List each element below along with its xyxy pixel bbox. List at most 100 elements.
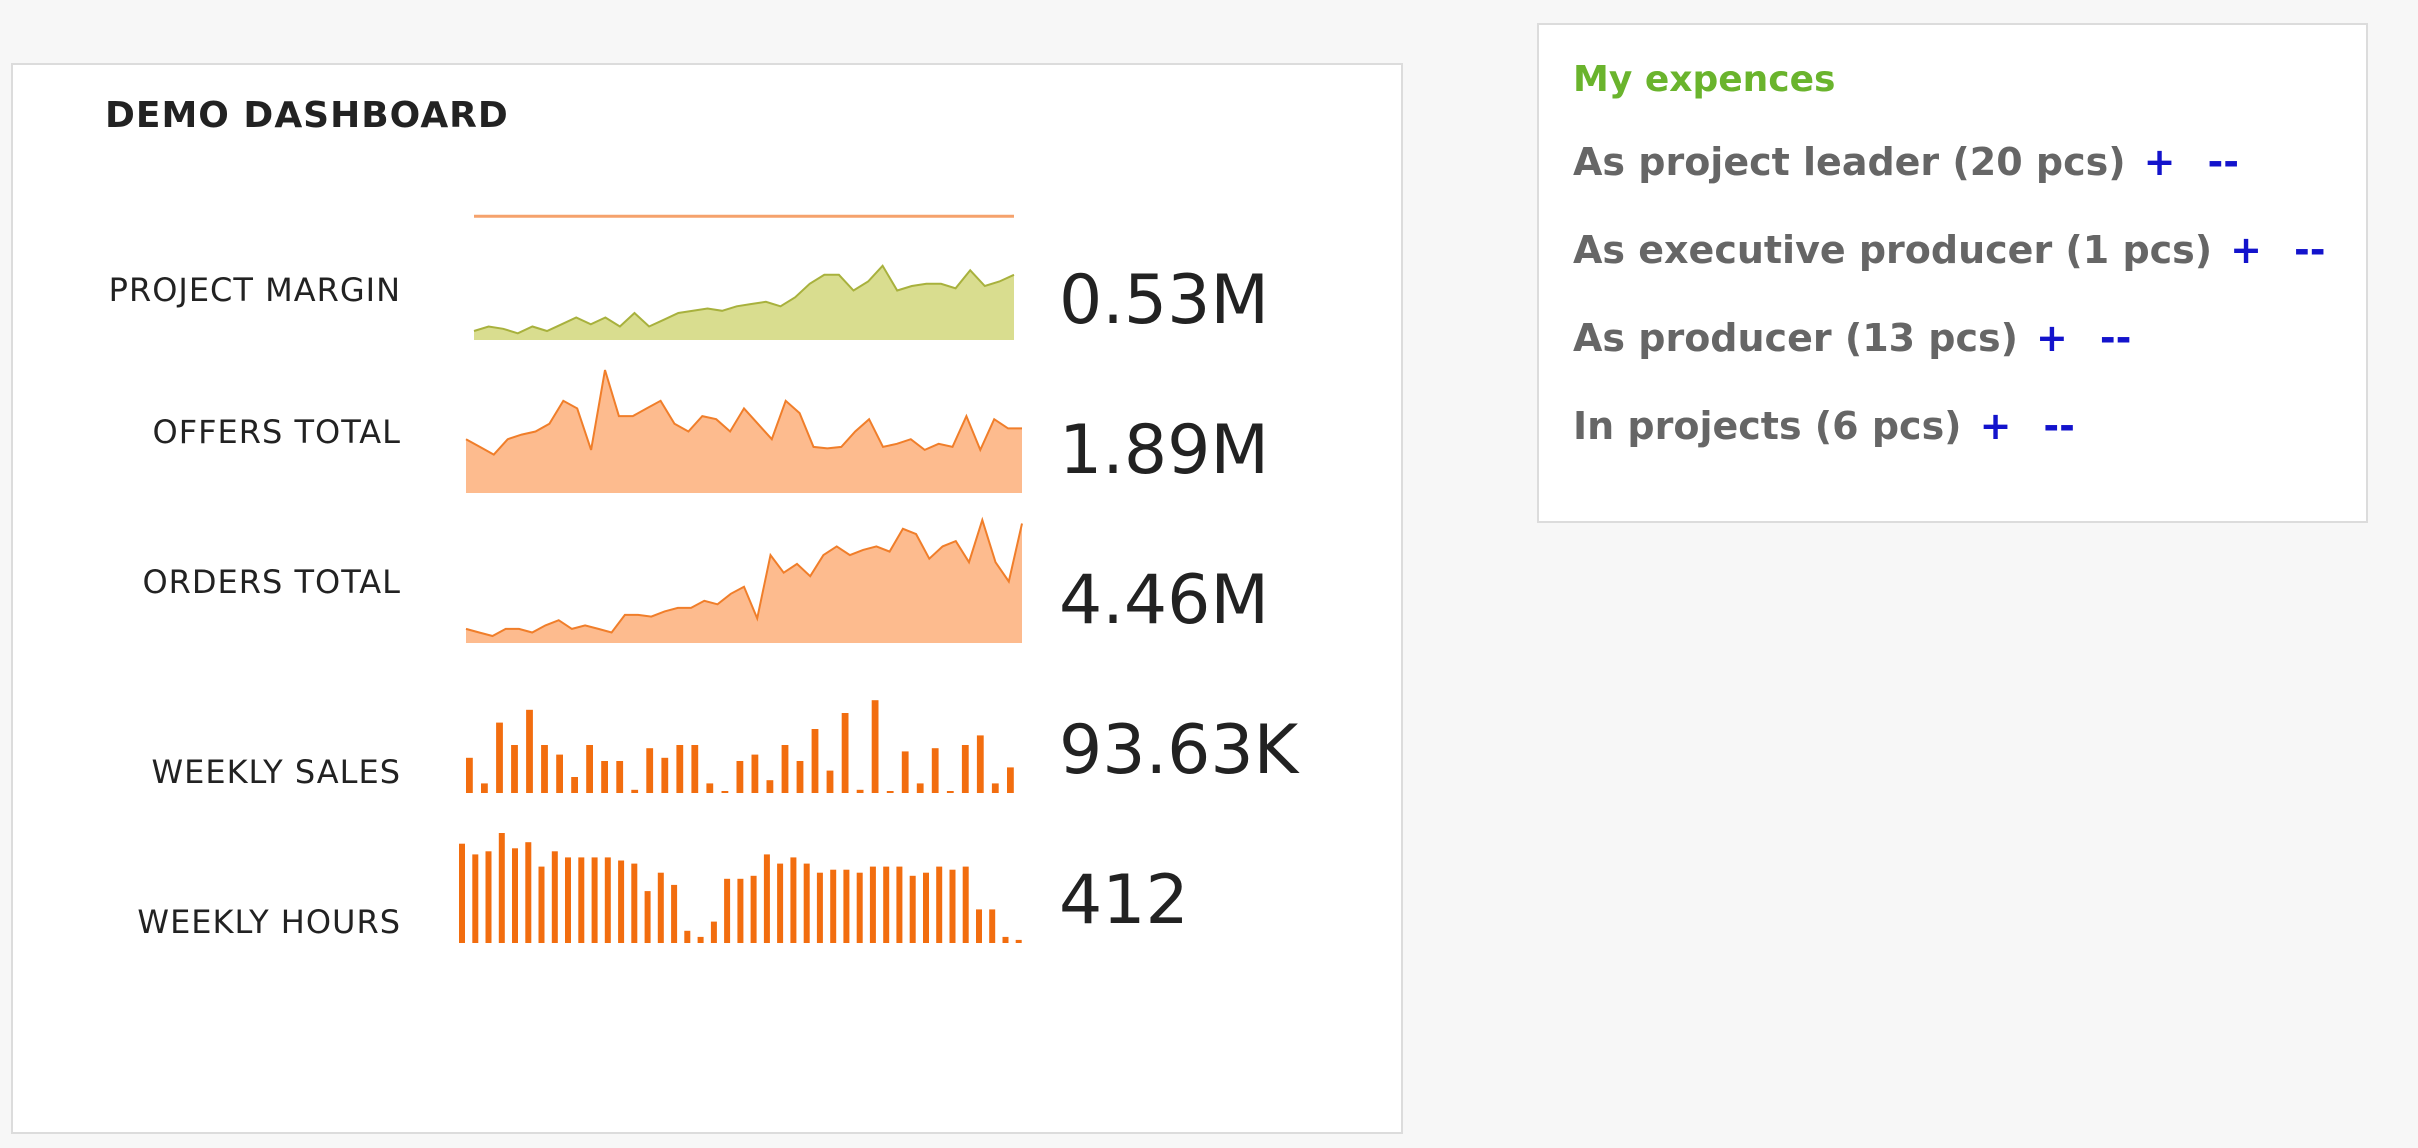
remove-button[interactable]: -- bbox=[2043, 404, 2075, 448]
dashboard-panel: DEMO DASHBOARD PROJECT MARGIN OFFERS TOT… bbox=[11, 63, 1403, 1134]
bar bbox=[936, 866, 943, 943]
add-button[interactable]: + bbox=[2230, 228, 2263, 272]
bar bbox=[631, 863, 638, 943]
sparkline-weekly-sales bbox=[466, 700, 1014, 793]
sparkline-orders-total bbox=[465, 516, 1023, 643]
bar bbox=[459, 843, 465, 943]
bar bbox=[604, 857, 611, 943]
expenses-panel: My expences As project leader (20 pcs) + -… bbox=[1537, 23, 2368, 523]
bar bbox=[466, 757, 473, 793]
bar bbox=[551, 851, 558, 943]
bar bbox=[816, 872, 823, 943]
bar bbox=[790, 857, 797, 943]
bar bbox=[856, 789, 864, 793]
expense-row-label[interactable]: As project leader (20 pcs) bbox=[1573, 140, 2126, 184]
bar bbox=[525, 842, 532, 943]
bar bbox=[961, 745, 969, 793]
bar bbox=[896, 866, 903, 943]
add-button[interactable]: + bbox=[1979, 404, 2012, 448]
bar bbox=[661, 757, 669, 793]
bar bbox=[883, 866, 890, 943]
metric-value-weekly-hours: 412 bbox=[1059, 861, 1189, 940]
bar bbox=[496, 722, 503, 793]
bar bbox=[710, 921, 717, 943]
area-line bbox=[465, 516, 1023, 638]
bar bbox=[541, 745, 548, 793]
bar bbox=[721, 791, 729, 793]
bar bbox=[657, 872, 664, 943]
bar bbox=[750, 875, 757, 943]
bar bbox=[803, 863, 810, 943]
bar bbox=[644, 891, 651, 943]
area-line bbox=[473, 264, 1015, 335]
bar bbox=[796, 761, 804, 793]
remove-button[interactable]: -- bbox=[2099, 316, 2132, 360]
area-fill bbox=[466, 370, 1022, 493]
bar bbox=[481, 783, 488, 793]
bar bbox=[841, 713, 849, 793]
metric-value-weekly-sales: 93.63K bbox=[1059, 711, 1299, 790]
metric-label-project-margin: PROJECT MARGIN bbox=[108, 271, 401, 309]
remove-button[interactable]: -- bbox=[2207, 140, 2239, 184]
bar bbox=[571, 777, 578, 793]
bar bbox=[871, 700, 879, 793]
bar bbox=[706, 783, 714, 793]
bar bbox=[989, 909, 996, 943]
bar bbox=[512, 848, 518, 943]
add-button[interactable]: + bbox=[2143, 140, 2176, 184]
bar bbox=[724, 878, 731, 943]
bar bbox=[751, 754, 759, 793]
bar bbox=[886, 791, 894, 793]
bar bbox=[472, 854, 479, 943]
bar bbox=[1002, 936, 1009, 943]
sparkline-weekly-hours bbox=[459, 833, 1022, 943]
expense-row-executive-producer: As executive producer (1 pcs) + -- bbox=[1573, 228, 2326, 272]
bar bbox=[671, 884, 678, 943]
bar bbox=[631, 789, 639, 793]
area-fill bbox=[474, 265, 1014, 340]
bar bbox=[556, 754, 563, 793]
bar bbox=[931, 748, 939, 793]
expense-row-label[interactable]: In projects (6 pcs) bbox=[1573, 404, 1962, 448]
bar bbox=[763, 854, 770, 943]
metric-label-offers-total: OFFERS TOTAL bbox=[152, 413, 401, 451]
bar bbox=[1007, 767, 1014, 793]
expense-row-label[interactable]: As executive producer (1 pcs) bbox=[1573, 228, 2213, 272]
bar bbox=[826, 770, 834, 793]
bar bbox=[843, 869, 850, 943]
bar bbox=[811, 729, 819, 793]
bar bbox=[616, 761, 624, 793]
expense-row-label[interactable]: As producer (13 pcs) bbox=[1573, 316, 2019, 360]
bar bbox=[869, 866, 876, 943]
bar bbox=[737, 878, 744, 943]
remove-button[interactable]: -- bbox=[2294, 228, 2326, 272]
add-button[interactable]: + bbox=[2036, 316, 2068, 360]
metric-label-weekly-hours: WEEKLY HOURS bbox=[137, 903, 401, 941]
bar bbox=[538, 866, 545, 943]
bar bbox=[909, 875, 916, 943]
bar bbox=[697, 936, 704, 943]
bar bbox=[618, 860, 625, 943]
metric-value-offers-total: 1.89M bbox=[1059, 411, 1270, 490]
sparkline-offers-total bbox=[465, 369, 1022, 493]
bar bbox=[565, 857, 571, 943]
metric-value-project-margin: 0.53M bbox=[1059, 261, 1270, 340]
bar bbox=[916, 783, 924, 793]
bar bbox=[766, 780, 774, 793]
bar bbox=[601, 761, 608, 793]
sparkline-project-margin bbox=[473, 214, 1015, 340]
expense-row-in-projects: In projects (6 pcs) + -- bbox=[1573, 404, 2075, 448]
bar bbox=[946, 791, 954, 793]
bar bbox=[991, 783, 999, 793]
bar bbox=[830, 869, 837, 943]
bar bbox=[684, 930, 691, 943]
metric-label-weekly-sales: WEEKLY SALES bbox=[151, 753, 401, 791]
sparklines-chart bbox=[459, 214, 1023, 943]
bar bbox=[676, 745, 684, 793]
dashboard-title: DEMO DASHBOARD bbox=[105, 95, 509, 136]
expense-row-project-leader: As project leader (20 pcs) + -- bbox=[1573, 140, 2239, 184]
bar bbox=[962, 866, 969, 943]
bar bbox=[511, 745, 518, 793]
area-fill bbox=[466, 520, 1022, 643]
bar bbox=[901, 751, 909, 793]
